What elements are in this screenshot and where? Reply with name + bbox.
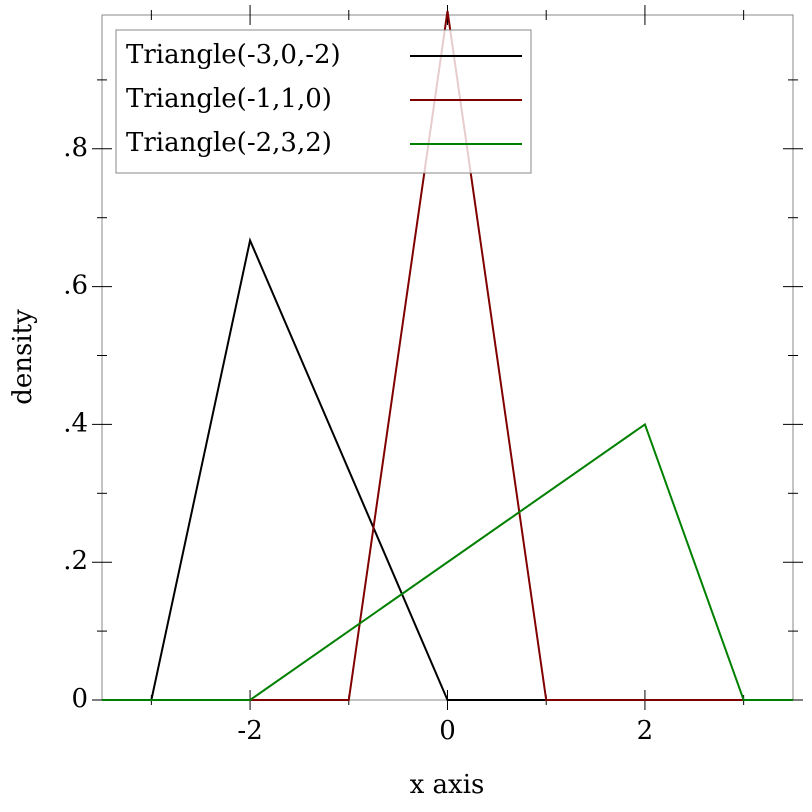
y-tick-label: .6	[63, 271, 88, 301]
y-tick-label: .4	[63, 408, 88, 438]
y-tick-label: .2	[63, 546, 88, 576]
y-axis-label: density	[8, 309, 38, 405]
x-tick-label: 0	[439, 716, 456, 746]
x-tick-label: -2	[237, 716, 262, 746]
series-line	[102, 237, 793, 701]
series-line	[102, 10, 793, 701]
y-tick-label: .8	[63, 133, 88, 163]
series-line	[102, 422, 793, 701]
legend-box	[115, 29, 532, 174]
y-tick-label: 0	[71, 684, 88, 714]
legend-label: Triangle(-2,3,2)	[126, 128, 332, 158]
x-axis-label: x axis	[410, 770, 485, 800]
x-tick-label: 2	[637, 716, 654, 746]
legend-label: Triangle(-1,1,0)	[126, 84, 332, 114]
legend-label: Triangle(-3,0,-2)	[126, 40, 341, 70]
